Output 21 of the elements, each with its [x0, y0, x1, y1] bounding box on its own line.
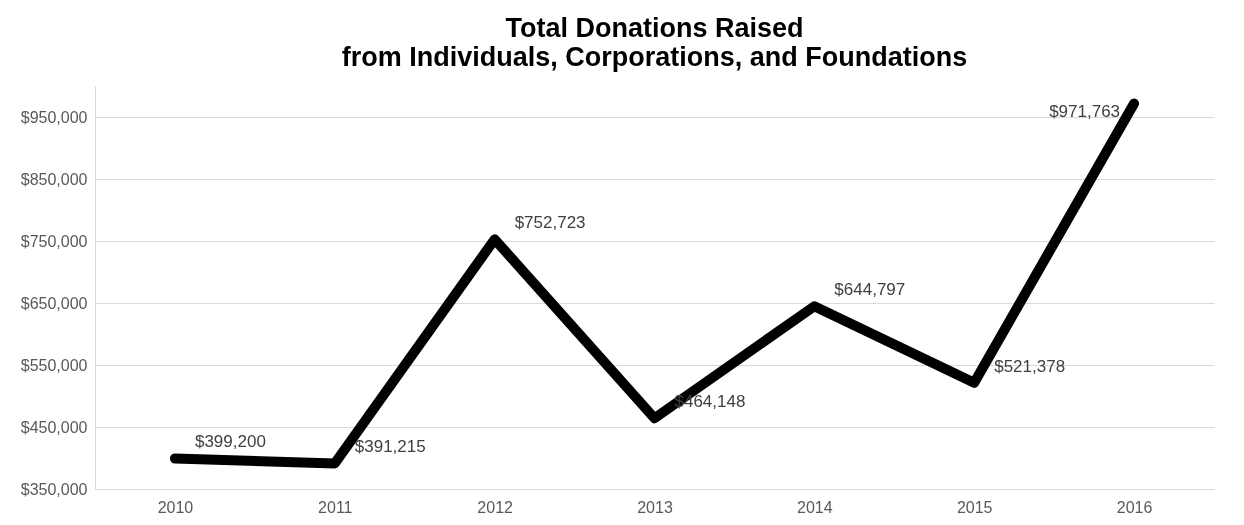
y-tick-label: $750,000: [20, 232, 88, 250]
y-tick-label: $350,000: [20, 480, 88, 498]
chart-title: Total Donations Raised from Individuals, Corporations, and Foundations: [341, 13, 968, 72]
data-label: $752,723: [514, 213, 586, 233]
y-tick-label: $450,000: [20, 418, 88, 436]
data-label: $399,200: [194, 432, 266, 452]
x-tick-label: 2012: [477, 498, 514, 516]
data-label: $644,797: [834, 280, 906, 300]
x-tick-label: 2010: [157, 498, 194, 516]
y-tick-label: $950,000: [20, 108, 88, 126]
data-label: $971,763: [1049, 101, 1121, 121]
y-tick-label: $650,000: [20, 294, 88, 312]
x-tick-label: 2015: [956, 498, 993, 516]
data-label: $391,215: [354, 437, 426, 457]
x-tick-label: 2016: [1116, 498, 1153, 516]
x-tick-label: 2014: [797, 498, 833, 516]
x-tick-label: 2011: [318, 498, 353, 516]
data-label: $521,378: [994, 356, 1066, 376]
y-tick-label: $850,000: [20, 170, 88, 188]
y-tick-label: $550,000: [20, 356, 88, 374]
x-tick-label: 2013: [637, 498, 673, 516]
